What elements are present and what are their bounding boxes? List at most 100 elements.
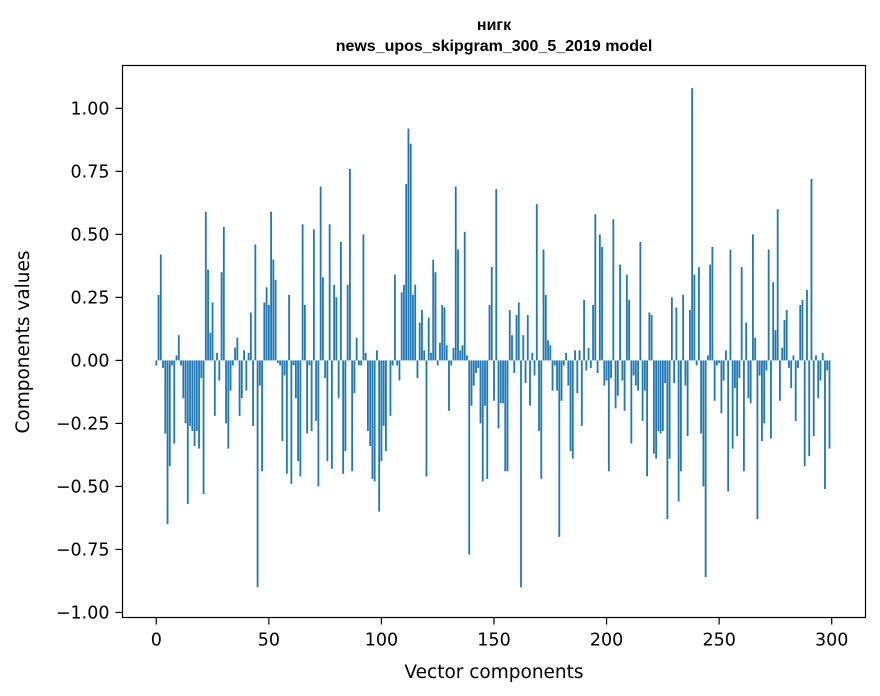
bar [731, 360, 734, 449]
bar [281, 360, 284, 442]
bar [488, 304, 491, 361]
bar [553, 360, 556, 366]
bar [603, 360, 606, 386]
bar [367, 360, 369, 431]
bar [790, 360, 793, 389]
bar [207, 269, 209, 361]
bar [594, 214, 597, 361]
bar [826, 360, 829, 371]
bar [529, 360, 531, 406]
y-tick-label: 0.00 [71, 351, 110, 371]
bar [157, 294, 160, 361]
bar [610, 360, 612, 379]
bar [220, 272, 223, 361]
bar [682, 294, 685, 361]
bar [646, 360, 648, 477]
bar [547, 340, 549, 361]
bar [675, 307, 678, 361]
bar [349, 168, 351, 361]
bar [670, 297, 673, 361]
bar [542, 249, 545, 361]
bar [369, 360, 372, 447]
bar [727, 360, 730, 492]
bar [601, 246, 603, 361]
bar [310, 360, 313, 431]
bar [497, 360, 500, 429]
bar [421, 309, 423, 361]
bar [166, 360, 169, 525]
y-tick-label: −0.75 [56, 540, 110, 560]
bar [749, 360, 752, 404]
bar [520, 360, 522, 588]
bar [385, 360, 387, 452]
bar [736, 360, 739, 437]
bar [666, 360, 669, 520]
bar [412, 294, 414, 361]
bar [459, 350, 462, 361]
bar [263, 302, 266, 361]
bar [774, 330, 777, 361]
bar [434, 272, 437, 361]
bar [290, 360, 293, 484]
bar [470, 360, 473, 406]
bar [191, 360, 194, 431]
bar [659, 360, 662, 434]
bar [720, 360, 723, 414]
bar [785, 309, 788, 361]
bar [673, 360, 676, 384]
bar [222, 226, 225, 361]
bar [661, 360, 664, 431]
bar [596, 360, 599, 373]
bar [630, 360, 633, 444]
bar [513, 360, 516, 373]
bar [274, 279, 277, 361]
bar [231, 360, 234, 366]
bar [734, 360, 736, 389]
bar [227, 360, 230, 449]
bar [517, 302, 520, 361]
bar [213, 360, 216, 416]
bar [544, 294, 547, 361]
bar [583, 299, 585, 361]
bar [695, 360, 698, 366]
bar [200, 360, 203, 379]
bar [616, 360, 619, 396]
bar [256, 360, 259, 588]
bar [821, 352, 824, 361]
bar [763, 360, 766, 424]
bar [292, 360, 295, 366]
bar [216, 352, 218, 361]
bar [247, 352, 250, 361]
bar [155, 360, 158, 366]
bar [535, 204, 538, 361]
bar [337, 360, 340, 399]
bar [445, 345, 448, 361]
bar [441, 304, 444, 361]
bar [632, 360, 635, 376]
bar [754, 337, 757, 361]
bar [722, 360, 725, 381]
bar [486, 360, 489, 479]
bar [285, 360, 288, 474]
bar [628, 299, 630, 361]
bar [407, 128, 410, 361]
bar [643, 360, 646, 391]
bar [686, 360, 689, 437]
bar [193, 360, 196, 447]
bar [245, 360, 248, 391]
bar [819, 360, 822, 381]
bar [783, 320, 786, 361]
bar [524, 360, 527, 384]
bar [416, 360, 419, 379]
bar [463, 231, 466, 361]
bar [637, 360, 639, 391]
bar [396, 360, 399, 366]
bar [585, 360, 588, 371]
bar [364, 352, 367, 361]
bar [664, 360, 667, 384]
bar [371, 360, 374, 479]
bar [772, 282, 775, 361]
bar [745, 322, 748, 361]
bar [254, 244, 257, 361]
bar [400, 292, 403, 361]
